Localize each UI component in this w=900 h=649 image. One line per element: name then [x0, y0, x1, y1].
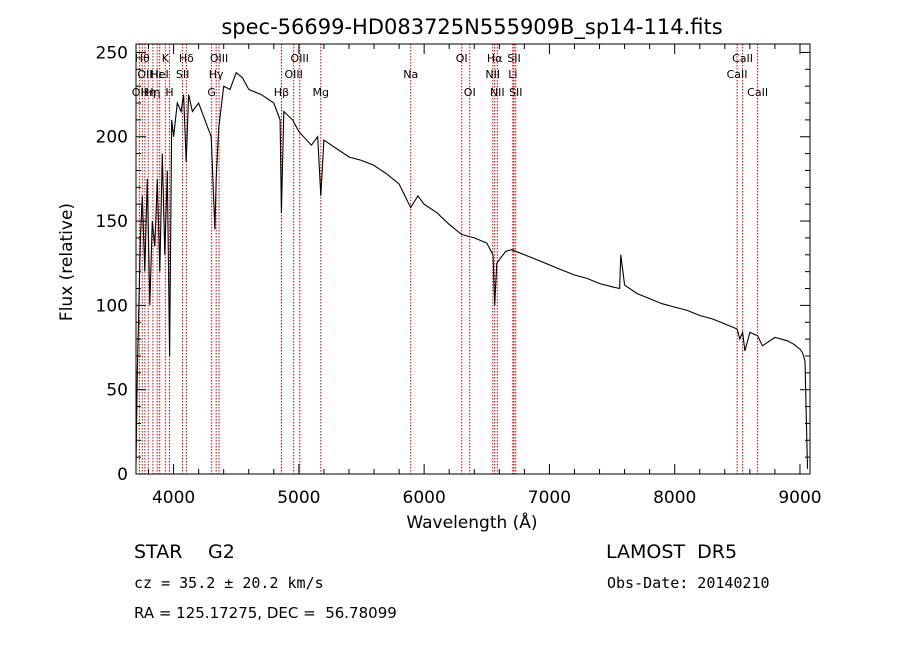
spectrum-series-line: [135, 71, 809, 469]
line-label-6: HeI: [151, 68, 169, 81]
line-label-8: H: [165, 86, 173, 99]
object-subclass: G2: [208, 541, 235, 563]
line-label-24: Li: [508, 68, 517, 81]
line-label-20: OI: [464, 86, 476, 99]
x-axis-ticks: 4000 5000 6000 7000 8000 9000: [148, 44, 822, 508]
y-tick-label-2: 100: [96, 296, 128, 316]
y-axis-label: Flux (relative): [57, 203, 77, 321]
line-label-19: OI: [456, 52, 468, 65]
line-label-12: Hγ: [209, 68, 224, 81]
x-tick-label-3: 7000: [528, 488, 571, 508]
x-tick-label-0: 4000: [152, 488, 195, 508]
chart-title: spec-56699-HD083725N555909B_sp14-114.fit…: [221, 15, 722, 40]
object-class: STAR: [134, 541, 183, 563]
emission-line-markers: [138, 44, 759, 474]
line-label-16: OIII: [291, 52, 309, 65]
line-label-28: CaII: [732, 52, 753, 65]
coordinates: RA = 125.17275, DEC = 56.78099: [134, 604, 397, 622]
observation-date: Obs-Date: 20140210: [607, 574, 770, 592]
line-label-9: SII: [176, 68, 189, 81]
line-label-11: G: [207, 86, 216, 99]
x-axis-label: Wavelength (Å): [406, 511, 537, 533]
line-label-10: Hδ: [179, 52, 194, 65]
redshift-value: cz = 35.2 ± 20.2 km/s: [134, 574, 324, 592]
line-label-18: Na: [403, 68, 418, 81]
line-label-26: SII: [509, 86, 522, 99]
y-tick-label-5: 250: [96, 43, 128, 63]
line-label-13: OIII: [210, 52, 228, 65]
x-tick-label-5: 9000: [778, 488, 821, 508]
survey-name: LAMOST DR5: [606, 541, 738, 563]
line-label-29: CaII: [747, 86, 768, 99]
y-axis-ticks: 0 50 100 150 200 250: [96, 43, 810, 485]
plot-frame: [135, 43, 811, 475]
y-tick-label-0: 0: [117, 465, 128, 485]
y-tick-label-3: 150: [96, 212, 128, 232]
emission-line-labels: OIIHθOIIHηHηHεHeIKHSIIHδGHγOIIIHβOIIIOII…: [132, 52, 768, 99]
x-tick-label-4: 8000: [653, 488, 696, 508]
line-label-1: Hθ: [135, 52, 150, 65]
line-label-17: Mg: [313, 86, 329, 99]
line-label-25: SII: [507, 52, 520, 65]
line-label-15: OIII: [285, 68, 303, 81]
line-label-4: Hη: [145, 86, 160, 99]
line-label-5: Hε: [150, 68, 164, 81]
y-tick-label-1: 50: [106, 381, 128, 401]
line-label-21: NII: [485, 68, 500, 81]
line-label-2: OII: [137, 68, 152, 81]
line-label-3: Hη: [141, 86, 156, 99]
line-label-7: K: [162, 52, 170, 65]
line-label-23: NII: [490, 86, 505, 99]
line-label-27: CaII: [727, 68, 748, 81]
line-label-14: Hβ: [274, 86, 289, 99]
line-label-22: Hα: [487, 52, 503, 65]
x-tick-label-1: 5000: [277, 488, 320, 508]
y-tick-label-4: 200: [96, 128, 128, 148]
x-tick-label-2: 6000: [403, 488, 446, 508]
